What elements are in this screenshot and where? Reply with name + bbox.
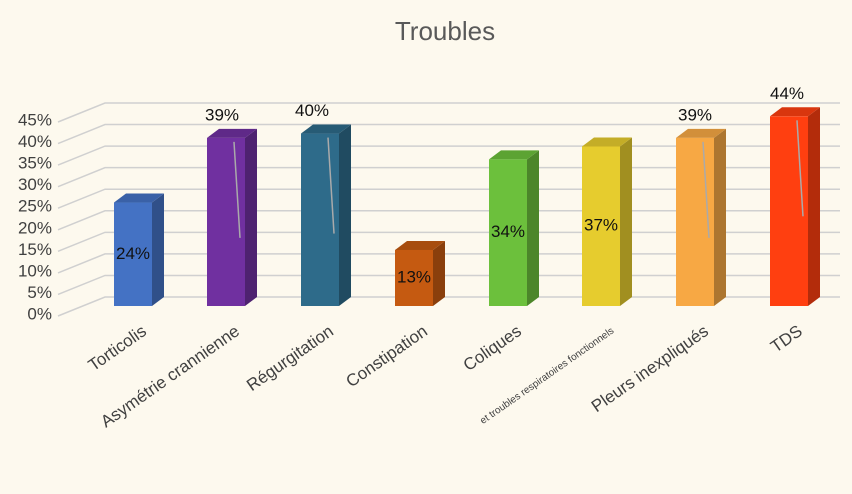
data-label: 39% <box>205 105 239 124</box>
data-label: 40% <box>295 101 329 120</box>
bar <box>207 128 257 306</box>
bar-side <box>433 240 445 306</box>
bar <box>676 128 726 306</box>
bar-side <box>339 124 351 306</box>
chart-title: Troubles <box>395 16 495 46</box>
bar-top <box>770 107 820 117</box>
y-tick-label: 15% <box>18 240 52 259</box>
bar-top <box>582 137 632 147</box>
bar-front <box>114 202 152 306</box>
leader-line <box>702 141 710 238</box>
y-tick-label: 30% <box>18 175 52 194</box>
bar <box>114 193 164 306</box>
bar-top <box>676 128 726 138</box>
data-label: 13% <box>397 267 431 286</box>
leader-line <box>327 137 335 234</box>
data-label: 34% <box>491 222 525 241</box>
leader-line <box>233 141 241 238</box>
bar <box>770 107 820 306</box>
y-tick-label: 40% <box>18 132 52 151</box>
y-tick-label: 0% <box>27 304 52 323</box>
data-label: 37% <box>584 216 618 235</box>
bar-front <box>395 249 433 306</box>
y-tick-label: 20% <box>18 218 52 237</box>
bar-side <box>620 137 632 306</box>
bar-side <box>245 128 257 306</box>
bar <box>301 124 351 306</box>
bar <box>489 150 539 306</box>
bar <box>582 137 632 306</box>
grid-line <box>57 102 840 123</box>
data-label: 39% <box>678 105 712 124</box>
bar-top <box>395 240 445 250</box>
bar-top <box>489 150 539 160</box>
y-tick-label: 35% <box>18 154 52 173</box>
data-label: 44% <box>770 84 804 103</box>
bar <box>395 240 445 306</box>
leader-line <box>796 120 804 217</box>
bar-front <box>489 159 527 306</box>
bar-front <box>770 116 808 306</box>
y-tick-label: 10% <box>18 261 52 280</box>
bar-side <box>152 193 164 306</box>
bar-top <box>301 124 351 134</box>
y-tick-label: 25% <box>18 197 52 216</box>
bar-front <box>582 146 620 306</box>
bar-side <box>527 150 539 306</box>
y-tick-label: 45% <box>18 110 52 129</box>
data-label: 24% <box>116 244 150 263</box>
bar-top <box>207 128 257 138</box>
y-tick-label: 5% <box>27 283 52 302</box>
bar-top <box>114 193 164 203</box>
bar-side <box>808 107 820 306</box>
grid-line <box>57 123 840 145</box>
bar-side <box>714 128 726 306</box>
